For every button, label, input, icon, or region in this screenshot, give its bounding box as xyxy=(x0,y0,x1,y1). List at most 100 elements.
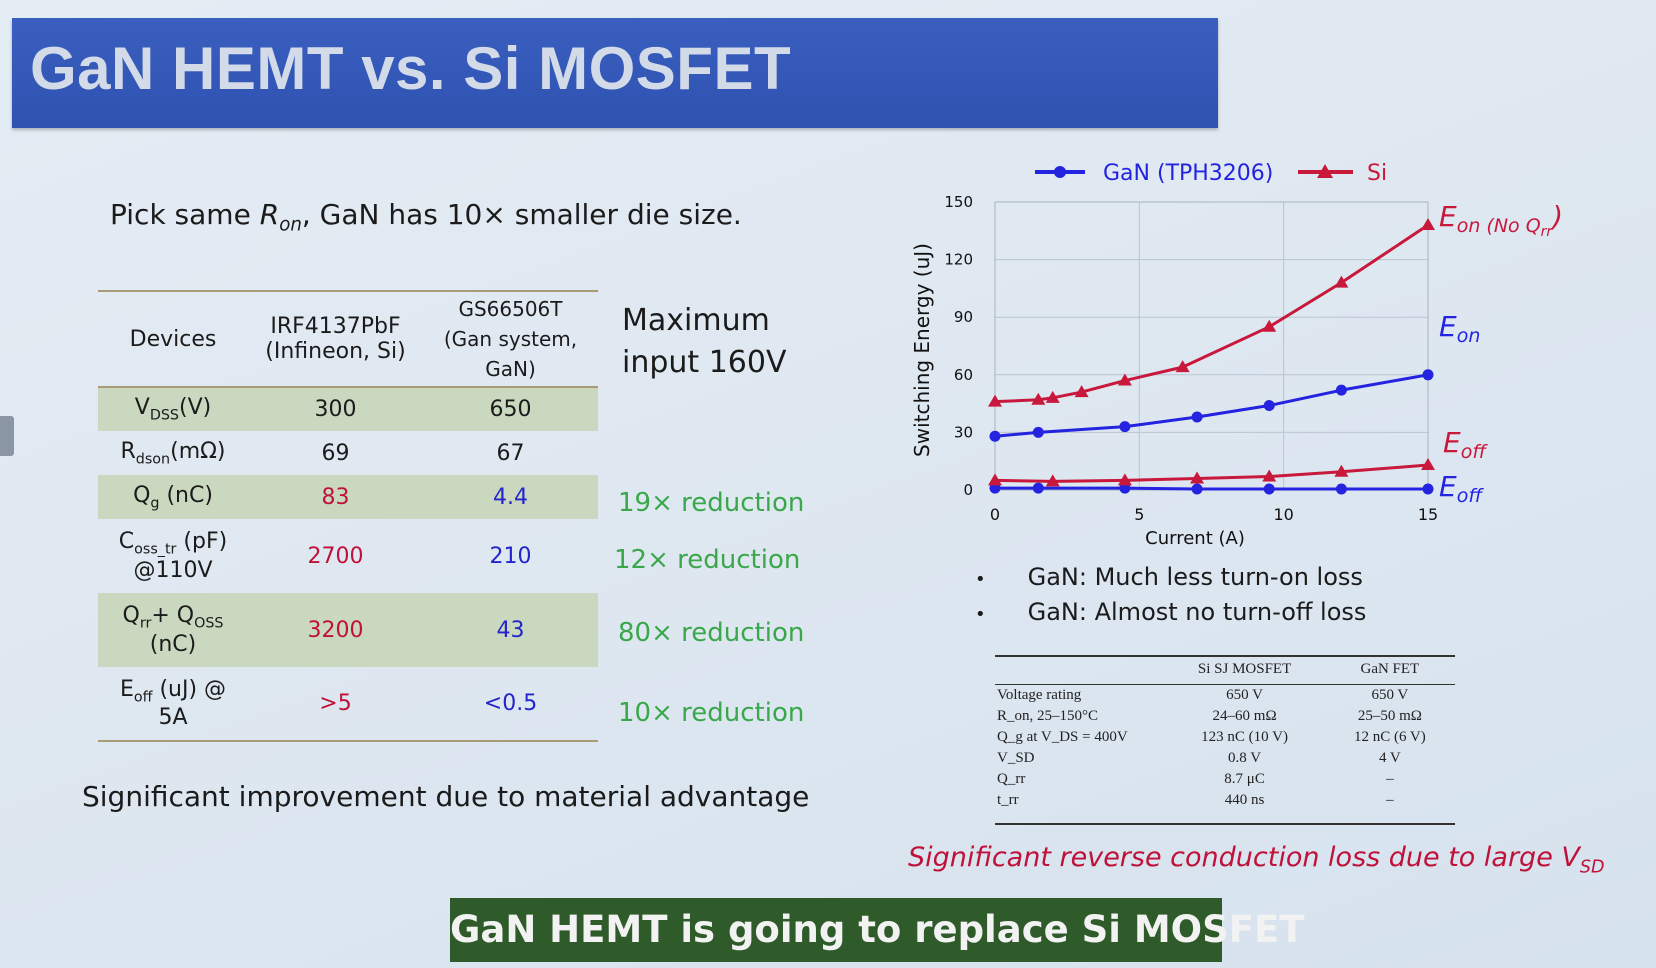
label-gan-eon: Eon xyxy=(1439,310,1480,347)
data-point xyxy=(1119,421,1131,433)
spec-label: t_rr xyxy=(997,792,1019,808)
y-tick-label: 60 xyxy=(954,366,973,384)
spec-si: 8.7 μC xyxy=(1224,771,1265,787)
data-point xyxy=(1334,464,1349,477)
x-axis-label: Current (A) xyxy=(1145,528,1245,549)
x-tick-label: 10 xyxy=(1273,505,1293,524)
spec-gan: 12 nC (6 V) xyxy=(1353,729,1426,745)
data-point xyxy=(1334,275,1349,288)
spec-col-gan: GaN FET xyxy=(1324,654,1455,685)
intro-line: Pick same Ron, GaN has 10× smaller die s… xyxy=(110,198,742,236)
spec-gan: 650 V xyxy=(1371,687,1409,703)
spec-si: 24–60 mΩ xyxy=(1212,708,1277,724)
data-point xyxy=(988,473,1002,486)
data-point xyxy=(1335,384,1347,396)
title-bar xyxy=(12,18,1218,128)
legend-gan-marker xyxy=(1054,166,1066,178)
table-row: Qg (nC) 83 4.4 xyxy=(98,475,598,519)
data-point xyxy=(1191,483,1203,495)
param-cell: Qrr+ QOSS (nC) xyxy=(98,593,248,667)
data-point xyxy=(1032,482,1044,494)
si-value: 83 xyxy=(248,475,423,519)
side-handle[interactable] xyxy=(0,416,14,456)
si-value: 3200 xyxy=(248,593,423,667)
data-point xyxy=(1421,218,1435,231)
spec-si: 650 V xyxy=(1226,687,1263,703)
data-point xyxy=(1422,369,1434,381)
bullet-item: • GaN: Almost no turn-off loss xyxy=(975,598,1367,626)
improvement-note: Significant improvement due to material … xyxy=(82,780,810,813)
data-point xyxy=(1262,319,1277,332)
x-tick-label: 5 xyxy=(1134,505,1144,524)
spec-row: R_on, 25–150°C 24–60 mΩ 25–50 mΩ xyxy=(995,706,1455,727)
reduction-qrr: 80× reduction xyxy=(618,618,805,648)
spec-si: 0.8 V xyxy=(1228,750,1262,766)
spec-col-si: Si SJ MOSFET xyxy=(1164,654,1325,685)
device-comparison-table: Devices IRF4137PbF (Infineon, Si) GS66506… xyxy=(98,290,598,742)
spec-si: 440 ns xyxy=(1224,792,1265,808)
spec-gan: – xyxy=(1386,771,1394,787)
param-cell: Rdson(mΩ) xyxy=(120,438,226,468)
series-0 xyxy=(989,369,1434,442)
y-tick-label: 0 xyxy=(963,481,973,499)
gan-value: 650 xyxy=(423,387,598,431)
data-point xyxy=(989,430,1001,442)
label-gan-eoff: Eoff xyxy=(1439,470,1484,507)
table-header-row: Devices IRF4137PbF (Infineon, Si) GS66506… xyxy=(98,290,598,388)
data-point xyxy=(1263,400,1275,412)
reduction-coss: 12× reduction xyxy=(614,545,801,575)
param-cell: Coss_tr (pF) @110V xyxy=(118,529,228,583)
table-row: Qrr+ QOSS (nC) 3200 43 xyxy=(98,593,598,667)
param-cell: Eoff (uJ) @5A xyxy=(119,676,227,731)
series-2 xyxy=(988,218,1435,407)
max-input-note: Maximum input 160V xyxy=(622,303,787,380)
data-point xyxy=(1422,483,1434,495)
series-line xyxy=(994,463,1429,483)
reverse-conduction-note: Significant reverse conduction loss due … xyxy=(908,842,1605,878)
legend-si-label: Si xyxy=(1367,161,1387,186)
y-tick-label: 30 xyxy=(954,423,973,441)
label-si-eoff: Eoff xyxy=(1443,426,1488,463)
spec-table: Si SJ MOSFET GaN FET Voltage rating 650 … xyxy=(995,654,1455,811)
data-point xyxy=(1190,471,1205,484)
si-value: >5 xyxy=(319,691,352,716)
table-row: Rdson(mΩ) 69 67 xyxy=(98,431,598,475)
series-3 xyxy=(988,458,1435,487)
reduction-eoff: 10× reduction xyxy=(618,698,805,728)
data-point xyxy=(1031,392,1046,405)
param-cell: VDSS(V) xyxy=(98,387,248,431)
conclusion-banner: GaN HEMT is going to replace Si MOSFET xyxy=(450,898,1305,962)
series-line xyxy=(994,373,1429,438)
si-value: 2700 xyxy=(307,543,364,569)
gan-value: <0.5 xyxy=(483,691,538,716)
label-si-eon: Eon (No Qrr) xyxy=(1439,200,1563,240)
data-point xyxy=(1117,373,1132,386)
table-row: Coss_tr (pF) @110V 2700 210 xyxy=(98,519,598,593)
spec-row: Q_rr 8.7 μC – xyxy=(995,769,1455,790)
series-line xyxy=(995,486,1428,491)
data-point xyxy=(1074,385,1089,398)
header-si-device: IRF4137PbF (Infineon, Si) xyxy=(248,290,423,388)
gan-value: 67 xyxy=(496,440,525,466)
chart-legend: GaN (TPH3206) Si xyxy=(1035,161,1387,186)
data-point xyxy=(988,394,1002,407)
spec-row: Voltage rating 650 V 650 V xyxy=(995,685,1455,707)
spec-label: Voltage rating xyxy=(997,687,1082,703)
header-gan-device: GS66506T (Gan system, GaN) xyxy=(423,290,598,388)
data-point xyxy=(1335,483,1347,495)
data-point xyxy=(1421,458,1435,471)
spec-row: V_SD 0.8 V 4 V xyxy=(995,748,1455,769)
gan-value: 210 xyxy=(489,543,532,569)
data-point xyxy=(1191,411,1203,423)
spec-table-bottom-rule xyxy=(995,823,1455,825)
spec-header-row: Si SJ MOSFET GaN FET xyxy=(995,654,1455,685)
spec-row: t_rr 440 ns – xyxy=(995,790,1455,811)
table-row: VDSS(V) 300 650 xyxy=(98,387,598,431)
slide-title: GaN HEMT vs. Si MOSFET xyxy=(30,35,792,102)
plot-frame xyxy=(994,201,1429,491)
bullet-item: • GaN: Much less turn-on loss xyxy=(975,563,1363,591)
data-point xyxy=(1262,469,1277,482)
spec-label: Q_g at V_DS = 400V xyxy=(997,729,1128,745)
